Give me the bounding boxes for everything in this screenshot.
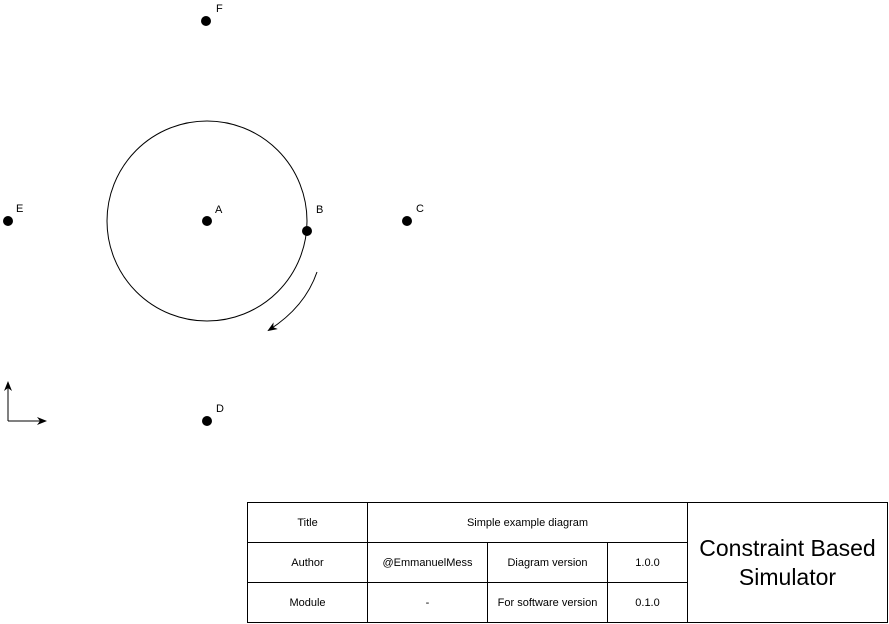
author-row: Author @EmmanuelMess Diagram version 1.0… [247,542,888,583]
point-d-dot[interactable] [202,416,212,426]
project-name-line-1: Constraint Based [699,534,876,561]
point-d-label: D [216,403,224,415]
module-label: Module [247,582,368,623]
title-value: Simple example diagram [367,502,688,543]
point-a-label: A [215,204,223,216]
point-e-dot[interactable] [3,216,13,226]
point-a-dot[interactable] [202,216,212,226]
point-b-label: B [316,204,323,216]
module-row: Module - For software version 0.1.0 [247,582,888,623]
point-c[interactable]: C [402,203,424,226]
point-e[interactable]: E [3,203,23,226]
title-row: Title Simple example diagram Constraint … [247,502,888,623]
title-label: Title [247,502,368,543]
diagram-version-value: 1.0.0 [607,542,688,583]
axes-indicator [3,381,47,425]
project-name-line-2: Simulator [738,563,837,590]
point-d[interactable]: D [202,403,224,426]
point-f-dot[interactable] [201,16,211,26]
point-f-label: F [216,3,223,15]
diagram-version-label: Diagram version [487,542,608,583]
point-a[interactable]: A [202,204,223,226]
software-version-value: 0.1.0 [607,582,688,623]
rotation-direction-arrow [267,271,318,332]
point-b[interactable]: B [302,204,323,236]
project-name: Constraint Based Simulator [687,502,888,623]
title-block: Title Simple example diagram Constraint … [247,502,888,623]
author-value: @EmmanuelMess [367,542,488,583]
author-label: Author [247,542,368,583]
module-value: - [367,582,488,623]
circle-constraint[interactable] [106,120,308,322]
point-f[interactable]: F [201,3,223,26]
point-e-label: E [16,203,23,215]
diagram-canvas: A B C D E F [3,3,424,426]
point-b-dot[interactable] [302,226,312,236]
point-c-dot[interactable] [402,216,412,226]
point-c-label: C [416,203,424,215]
software-version-label: For software version [487,582,608,623]
